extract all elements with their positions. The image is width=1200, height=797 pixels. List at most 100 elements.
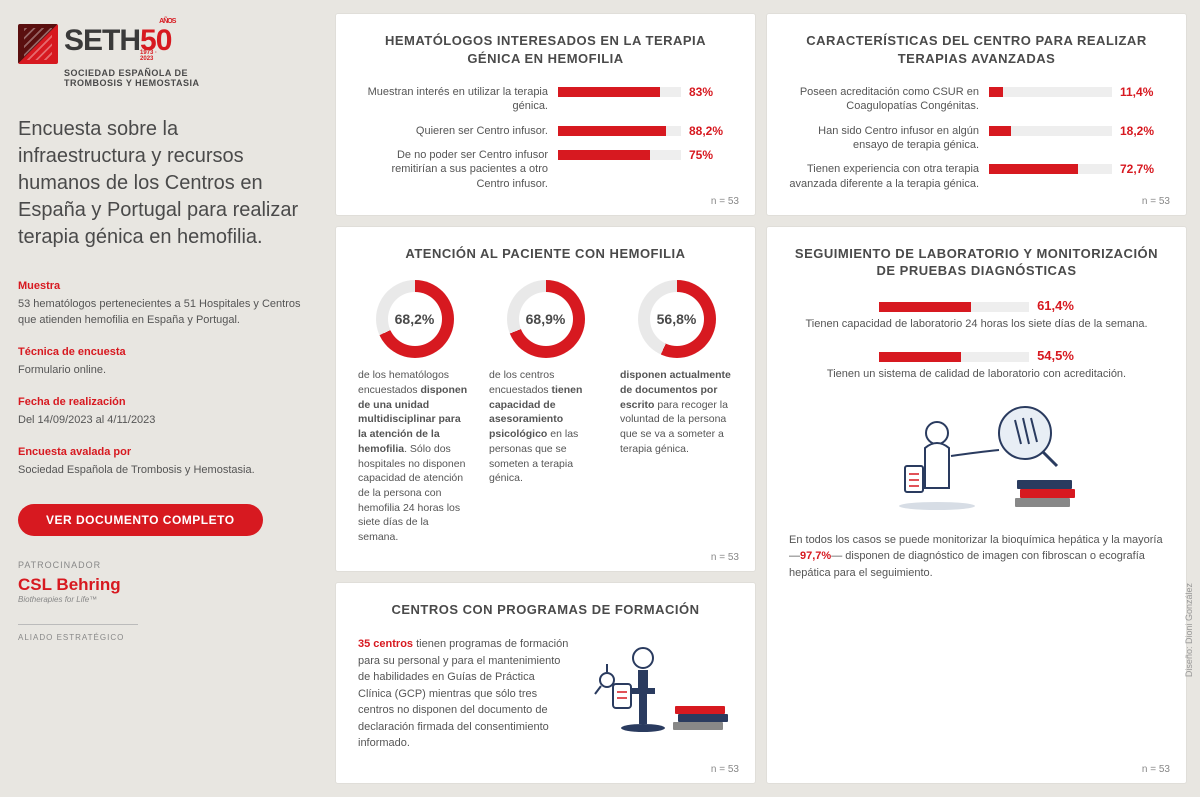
donut-chart: 56,8% [638,280,716,358]
donut-pct: 68,2% [376,280,454,358]
meta-label: Muestra [18,279,310,295]
meta-label: Encuesta avalada por [18,445,310,461]
bar-pct: 72,7% [1120,162,1164,176]
donut-desc: de los hematólogos encuestados disponen … [358,368,471,544]
bar-wrap: 72,7% [989,162,1164,176]
mini-bar-row: 54,5% [789,348,1164,363]
bar-pct: 11,4% [1120,85,1164,99]
panel-title: ATENCIÓN AL PACIENTE CON HEMOFILIA [358,245,733,263]
panel-title: CENTROS CON PROGRAMAS DE FORMACIÓN [358,601,733,619]
mini-fill [879,352,961,362]
bar-fill [558,87,660,97]
panel-title: CARACTERÍSTICAS DEL CENTRO PARA REALIZAR… [789,32,1164,67]
panel-title: SEGUIMIENTO DE LABORATORIO Y MONITORIZAC… [789,245,1164,280]
bar-row: Tienen experiencia con otra terapia avan… [789,162,1164,191]
bar-wrap: 11,4% [989,85,1164,99]
donut-desc: de los centros encuestados tienen capaci… [489,368,602,486]
mini-pct: 54,5% [1037,348,1074,363]
n-note: n = 53 [711,196,739,207]
mini-bar-row: 61,4% [789,298,1164,313]
donut-chart: 68,9% [507,280,585,358]
donut-item: 56,8% disponen actualmente de documentos … [620,280,733,544]
bar-row: Muestran interés en utilizar la terapia … [358,85,733,114]
bar-row: Han sido Centro infusor en algún ensayo … [789,124,1164,153]
mini-track [879,352,1029,362]
panel-caracteristicas: CARACTERÍSTICAS DEL CENTRO PARA REALIZAR… [767,14,1186,215]
seth-logo-icon [18,24,58,64]
bar-track [558,87,681,97]
lab-footer-text: En todos los casos se puede monitorizar … [789,532,1164,582]
donut-item: 68,9% de los centros encuestados tienen c… [489,280,602,544]
bar-fill [989,126,1011,136]
bar-fill [989,87,1003,97]
brand-name-text: SETH [64,24,140,58]
bar-pct: 75% [689,148,733,162]
bar-track [989,164,1112,174]
n-note: n = 53 [711,764,739,775]
bar-row: De no poder ser Centro infusor remitiría… [358,148,733,191]
formacion-highlight: 35 centros [358,638,413,650]
bar-label: Han sido Centro infusor en algún ensayo … [789,124,979,153]
sponsor-label: PATROCINADOR [18,560,310,570]
panel-seguimiento: SEGUIMIENTO DE LABORATORIO Y MONITORIZAC… [767,227,1186,783]
view-document-button[interactable]: VER DOCUMENTO COMPLETO [18,504,263,536]
mini-bar-block: 61,4% Tienen capacidad de laboratorio 24 … [789,298,1164,332]
bar-pct: 88,2% [689,124,733,138]
meta-value: 53 hematólogos pertenecientes a 51 Hospi… [18,297,310,329]
bar-chart-caracteristicas: Poseen acreditación como CSUR en Coagulo… [789,85,1164,191]
meta-block: Fecha de realización Del 14/09/2023 al 4/… [18,395,310,429]
bar-label: Quieren ser Centro infusor. [358,124,548,138]
brand-name: SETH 50 AÑOS 1973 · 2023 [64,24,171,58]
bar-fill [558,126,666,136]
bar-chart-hematologos: Muestran interés en utilizar la terapia … [358,85,733,191]
design-credit: Diseño: Dioni González [1184,583,1194,677]
lab-illustration-icon [789,398,1164,518]
bar-track [989,126,1112,136]
formacion-body-text: tienen programas de formación para su pe… [358,638,568,749]
page-title: Encuesta sobre la infraestructura y recu… [18,116,310,251]
brand-subtitle: SOCIEDAD ESPAÑOLA DE TROMBOSIS Y HEMOSTA… [64,68,310,88]
mini-desc: Tienen capacidad de laboratorio 24 horas… [789,317,1164,332]
donut-row: 68,2% de los hematólogos encuestados disp… [358,280,733,544]
mini-desc: Tienen un sistema de calidad de laborato… [789,367,1164,382]
bar-row: Poseen acreditación como CSUR en Coagulo… [789,85,1164,114]
donut-pct: 56,8% [638,280,716,358]
meta-list: Muestra 53 hematólogos pertenecientes a 5… [18,279,310,494]
bar-track [558,150,681,160]
bar-pct: 83% [689,85,733,99]
mini-pct: 61,4% [1037,298,1074,313]
lab-footer-post: — disponen de diagnóstico de imagen con … [789,550,1145,579]
brand-years: 1973 · 2023 [140,50,169,62]
mini-bar-block: 54,5% Tienen un sistema de calidad de lab… [789,348,1164,382]
ally-label: ALIADO ESTRATÉGICO [18,633,310,642]
lab-footer-highlight: 97,7% [800,550,831,562]
meta-block: Muestra 53 hematólogos pertenecientes a 5… [18,279,310,329]
sponsor-tagline: Biotherapies for Life™ [18,595,310,604]
bar-track [989,87,1112,97]
middle-column: HEMATÓLOGOS INTERESADOS EN LA TERAPIA GÉ… [336,14,755,783]
formacion-text: 35 centros tienen programas de formación… [358,636,569,752]
meta-value: Del 14/09/2023 al 4/11/2023 [18,413,310,429]
logo-block: SETH 50 AÑOS 1973 · 2023 SOCIEDAD ESPAÑO… [18,24,310,88]
meta-block: Encuesta avalada porSociedad Española de… [18,445,310,479]
panel-title: HEMATÓLOGOS INTERESADOS EN LA TERAPIA GÉ… [358,32,733,67]
meta-label: Técnica de encuesta [18,345,310,361]
donut-chart: 68,2% [376,280,454,358]
bar-label: Tienen experiencia con otra terapia avan… [789,162,979,191]
bar-label: De no poder ser Centro infusor remitiría… [358,148,548,191]
bar-row: Quieren ser Centro infusor. 88,2% [358,124,733,138]
bar-label: Poseen acreditación como CSUR en Coagulo… [789,85,979,114]
meta-block: Técnica de encuestaFormulario online. [18,345,310,379]
mini-bar-list: 61,4% Tienen capacidad de laboratorio 24 … [789,298,1164,382]
meta-label: Fecha de realización [18,395,310,411]
sidebar: SETH 50 AÑOS 1973 · 2023 SOCIEDAD ESPAÑO… [14,14,324,783]
sponsor-name: CSL Behring [18,576,310,593]
donut-desc: disponen actualmente de documentos por e… [620,368,733,456]
divider [18,624,138,625]
bar-pct: 18,2% [1120,124,1164,138]
bar-wrap: 18,2% [989,124,1164,138]
bar-wrap: 88,2% [558,124,733,138]
panel-formacion: CENTROS CON PROGRAMAS DE FORMACIÓN 35 ce… [336,583,755,783]
bar-track [558,126,681,136]
brand-50: 50 AÑOS 1973 · 2023 [140,24,171,58]
